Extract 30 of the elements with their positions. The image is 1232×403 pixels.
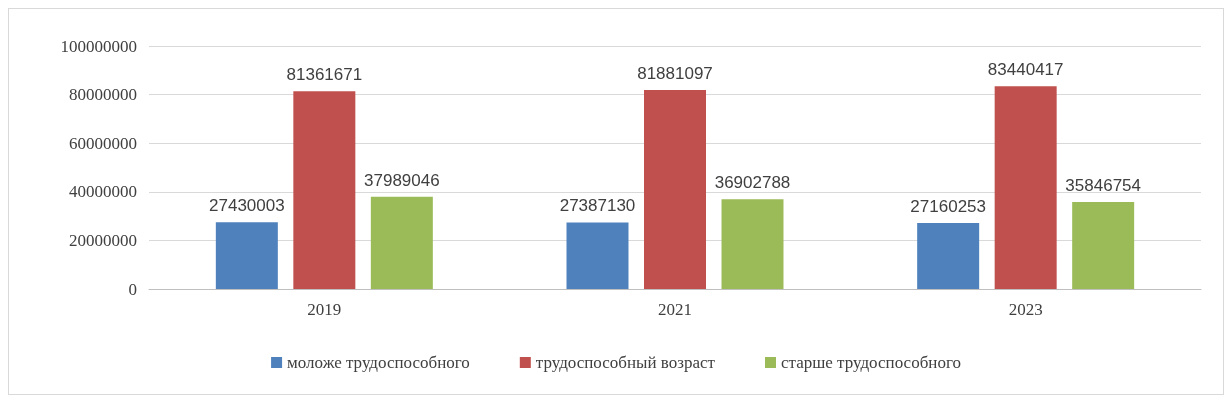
x-tick-label: 2019: [307, 300, 342, 319]
bar: [215, 222, 278, 289]
data-label: 36902788: [714, 173, 791, 193]
bar: [994, 86, 1057, 289]
legend-label: моложе трудоспособного: [287, 353, 470, 372]
x-tick-label: 2021: [658, 300, 692, 319]
bar: [370, 196, 433, 289]
data-label: 81881097: [637, 64, 713, 84]
y-tick-label: 20000000: [69, 230, 137, 250]
data-label: 83440417: [987, 60, 1064, 80]
data-label: 81361671: [286, 65, 363, 85]
y-tick-label: 60000000: [69, 133, 137, 153]
bar: [721, 199, 784, 289]
legend-label: трудоспособный возраст: [535, 353, 716, 372]
data-label: 35846754: [1065, 175, 1141, 195]
data-label: 37989046: [364, 170, 440, 190]
bar: [917, 223, 980, 289]
data-label: 27160253: [910, 197, 986, 216]
bar: [293, 91, 356, 289]
y-tick-label: 40000000: [69, 182, 137, 202]
y-tick-label: 0: [128, 279, 137, 299]
data-label: 27430003: [209, 196, 285, 216]
bar: [644, 90, 706, 289]
bar: [1072, 201, 1135, 289]
data-label: 27387130: [559, 196, 636, 216]
x-tick-label: 2023: [1008, 300, 1043, 319]
y-tick-label: 80000000: [69, 85, 137, 105]
y-tick-label: 100000000: [60, 36, 137, 56]
bar: [566, 222, 629, 289]
legend-label: старше трудоспособного: [780, 353, 961, 372]
